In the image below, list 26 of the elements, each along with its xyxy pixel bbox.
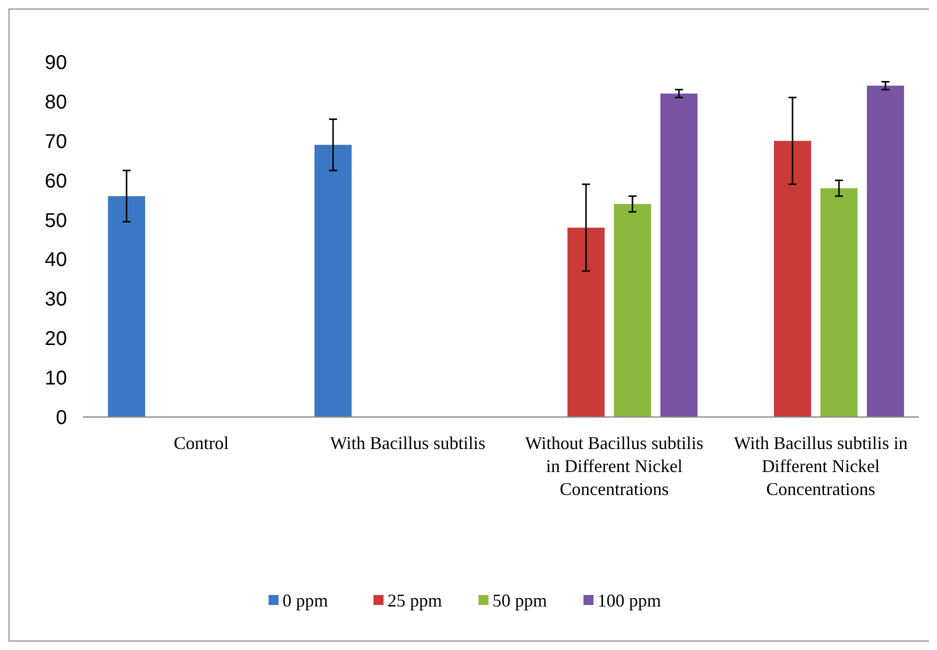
x-tick-label: With Bacillus subtilis in Different Nickel Concentrations [734,433,908,499]
bar [660,94,698,417]
y-tick-label: 20 [44,328,67,350]
y-tick-label: 80 [44,91,67,114]
y-tick-label: 40 [44,249,67,272]
y-tick-label: 90 [44,52,67,74]
bar [820,188,858,417]
y-tick-label: 10 [44,368,67,390]
bar [774,140,812,417]
legend-label: 0 ppm [282,590,328,610]
x-tick-label: With Bacillus subtilis [330,433,486,453]
legend-label: 25 ppm [388,590,442,610]
bar [314,144,352,417]
bar [614,204,652,417]
legend-label: 100 ppm [598,590,662,610]
y-tick-label: 50 [44,210,67,232]
legend-label: 50 ppm [492,590,548,610]
y-tick-label: 60 [44,170,67,192]
x-tick-label: Control [174,433,229,453]
y-tick-label: 30 [44,288,67,311]
bar [108,196,146,417]
x-tick-label: Without Bacillus subtilis in Different Nickel Concentrations [525,433,704,499]
bar [866,86,904,417]
y-tick-label: 70 [44,130,67,153]
y-tick-label: 0 [56,407,67,429]
bar [567,228,605,417]
